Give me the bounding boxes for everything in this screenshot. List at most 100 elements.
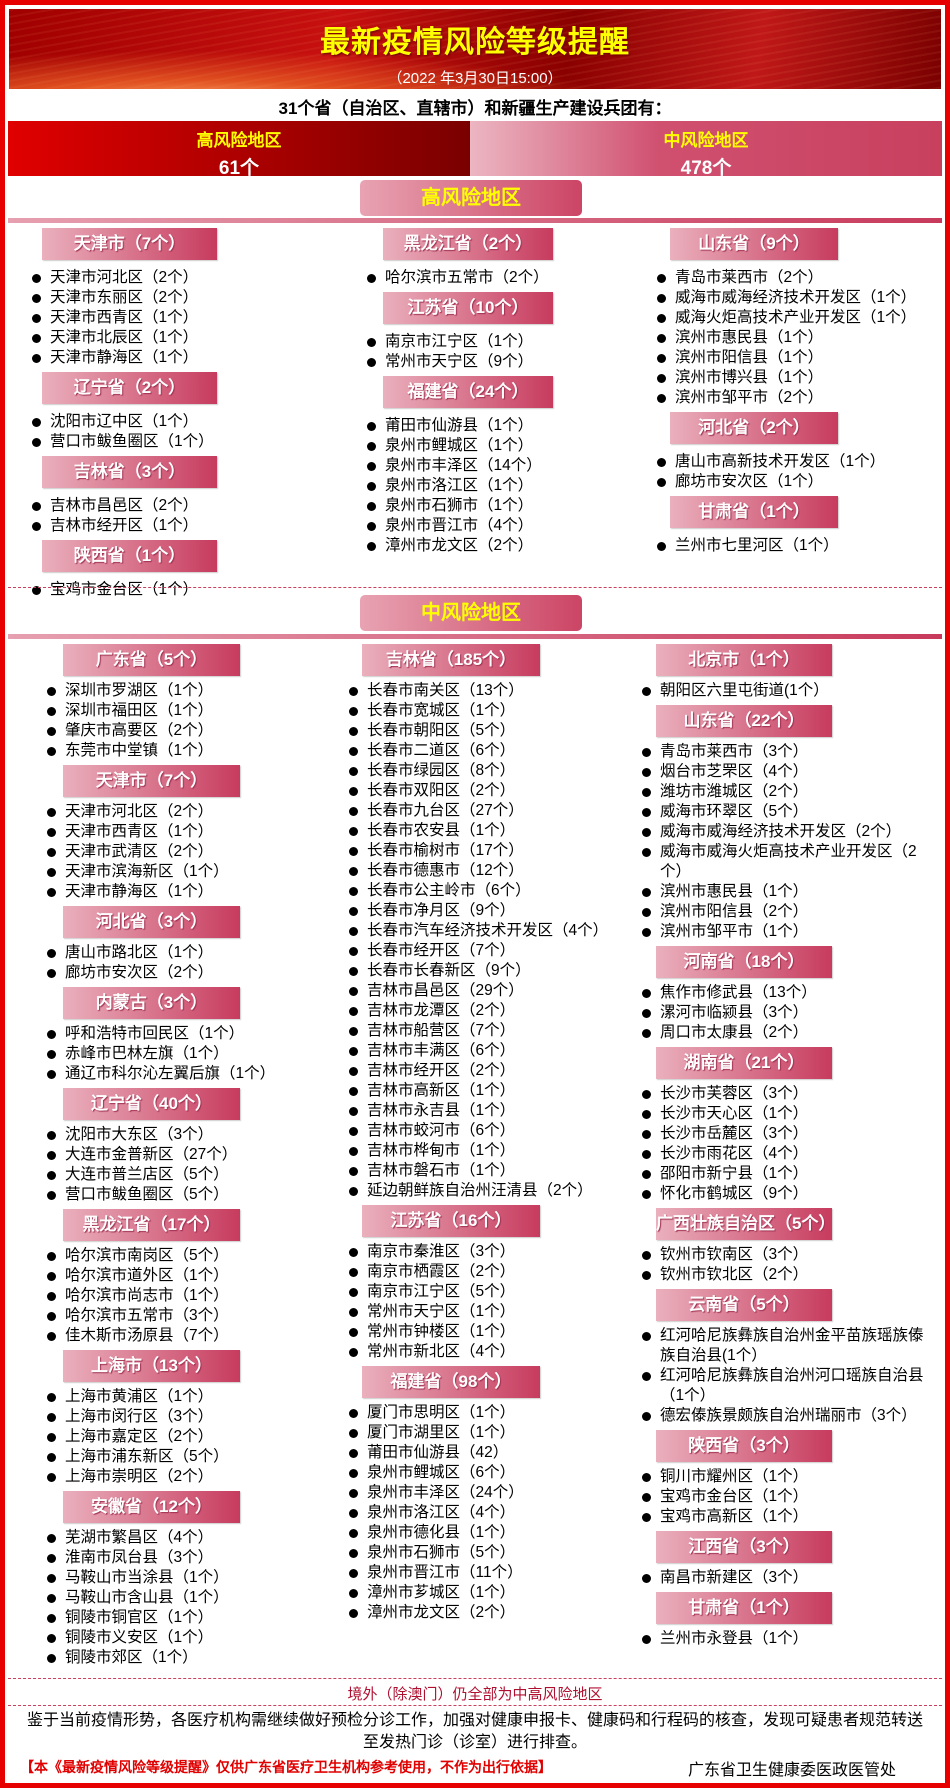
province-tag: 吉林省（185个） [362,644,540,676]
area-list-item: 长春市绿园区（8个） [347,761,647,781]
area-list-item: 营口市鲅鱼圈区（1个） [30,432,270,452]
area-list-item: 吉林市丰满区（6个） [347,1041,647,1061]
province-tag: 安徽省（12个） [63,1491,240,1523]
area-list-item: 东莞市中堂镇（1个） [45,741,335,761]
mid-column-1: 广东省（5个） 深圳市罗湖区（1个） 深圳市福田区（1个） 肇庆市高要区（2个） 东莞市… [45,640,335,1668]
area-list-item: 唐山市高新技术开发区（1个） [655,452,945,472]
area-list-item: 长春市宽城区（1个） [347,701,647,721]
area-list-item: 滨州市邹平市（2个） [655,388,945,408]
area-list-item: 朝阳区六里屯街道(1个） [640,681,925,701]
area-list-item: 泉州市晋江市（11个） [347,1563,647,1583]
province-tag: 江西省（3个） [656,1531,832,1563]
area-list-item: 泉州市石狮市（5个） [347,1543,647,1563]
area-list-item: 怀化市鹤城区（9个） [640,1184,925,1204]
area-list-item: 长春市榆树市（17个） [347,841,647,861]
province-tag: 天津市（7个） [63,765,240,797]
divider [8,634,942,639]
province-tag: 湖南省（21个） [656,1047,832,1079]
area-list-item: 漯河市临颍县（3个） [640,1003,925,1023]
area-list-item: 大连市金普新区（27个） [45,1145,335,1165]
area-list-item: 德宏傣族景颇族自治州瑞丽市（3个） [640,1406,925,1426]
area-list-item: 廊坊市安次区（2个） [45,963,335,983]
area-list-item: 深圳市罗湖区（1个） [45,681,335,701]
area-list-item: 泉州市德化县（1个） [347,1523,647,1543]
area-list-item: 漳州市龙文区（2个） [365,536,625,556]
area-list-item: 吉林市高新区（1个） [347,1081,647,1101]
area-list-item: 铜陵市郊区（1个） [45,1648,335,1668]
area-list-item: 焦作市修武县（13个） [640,983,925,1003]
high-risk-label: 高风险地区 [196,131,282,150]
province-tag: 黑龙江省（2个） [383,228,553,260]
area-list-item: 哈尔滨市五常市（3个） [45,1306,335,1326]
province-tag: 陕西省（3个） [656,1430,832,1462]
area-list-item: 泉州市丰泽区（14个） [365,456,625,476]
area-list-item: 红河哈尼族彝族自治州金平苗族瑶族傣族自治县(1个） [640,1326,925,1366]
area-list-item: 长沙市雨花区（4个） [640,1144,925,1164]
area-list-item: 钦州市钦南区（3个） [640,1245,925,1265]
area-list-item: 长春市长春新区（9个） [347,961,647,981]
mid-risk-count: 478个 [680,158,732,179]
area-list-item: 铜川市耀州区（1个） [640,1467,925,1487]
area-list-item: 哈尔滨市道外区（1个） [45,1266,335,1286]
area-list-item: 长春市德惠市（12个） [347,861,647,881]
divider [8,587,942,588]
area-list-item: 红河哈尼族彝族自治州河口瑶族自治县（1个） [640,1366,925,1406]
area-list-item: 哈尔滨市五常市（2个） [365,268,625,288]
area-list-item: 天津市武清区（2个） [45,842,335,862]
area-list-item: 威海市威海火炬高技术产业开发区（2个） [640,842,925,882]
area-list-item: 烟台市芝罘区（4个） [640,762,925,782]
province-tag: 山东省（22个） [656,705,832,737]
area-list-item: 吉林市磐石市（1个） [347,1161,647,1181]
area-list-item: 莆田市仙游县（42） [347,1443,647,1463]
area-list-item: 吉林市船营区（7个） [347,1021,647,1041]
area-list-item: 长春市九台区（27个） [347,801,647,821]
area-list-item: 廊坊市安次区（1个） [655,472,945,492]
area-list-item: 长春市经开区（7个） [347,941,647,961]
province-tag: 北京市（1个） [656,644,832,676]
area-list-item: 营口市鲅鱼圈区（5个） [45,1185,335,1205]
province-tag: 上海市（13个） [63,1350,240,1382]
high-risk-section-title: 高风险地区 [360,180,582,216]
area-list-item: 泉州市洛江区（1个） [365,476,625,496]
area-list-item: 上海市嘉定区（2个） [45,1427,335,1447]
area-list-item: 唐山市路北区（1个） [45,943,335,963]
area-list-item: 钦州市钦北区（2个） [640,1265,925,1285]
area-list-item: 铜陵市义安区（1个） [45,1628,335,1648]
province-tag: 吉林省（3个） [42,456,217,488]
province-tag: 山东省（9个） [670,228,838,260]
area-list-item: 长春市农安县（1个） [347,821,647,841]
area-list-item: 滨州市惠民县（1个） [655,328,945,348]
area-list-item: 哈尔滨市尚志市（1个） [45,1286,335,1306]
high-column-1: 天津市（7个） 天津市河北区（2个） 天津市东丽区（2个） 天津市西青区（1个） 天津市… [30,224,270,600]
province-tag: 福建省（24个） [383,376,553,408]
area-list-item: 邵阳市新宁县（1个） [640,1164,925,1184]
area-list-item: 宝鸡市金台区（1个） [30,580,270,600]
area-list-item: 滨州市邹平市（1个） [640,922,925,942]
mid-risk-section-title: 中风险地区 [360,595,582,631]
area-list-item: 上海市浦东新区（5个） [45,1447,335,1467]
issuing-organization: 广东省卫生健康委医政医管处 [688,1762,897,1779]
area-list-item: 常州市天宁区（9个） [365,352,625,372]
area-list-item: 铜陵市铜官区（1个） [45,1608,335,1628]
area-list-item: 沈阳市辽中区（1个） [30,412,270,432]
area-list-item: 吉林市龙潭区（2个） [347,1001,647,1021]
area-list-item: 肇庆市高要区（2个） [45,721,335,741]
area-list-item: 泉州市丰泽区（24个） [347,1483,647,1503]
area-list-item: 长春市二道区（6个） [347,741,647,761]
mid-column-2: 吉林省（185个） 长春市南关区（13个） 长春市宽城区（1个） 长春市朝阳区（5个）… [347,640,647,1623]
area-list-item: 佳木斯市汤原县（7个） [45,1326,335,1346]
area-list-item: 上海市闵行区（3个） [45,1407,335,1427]
area-list-item: 天津市河北区（2个） [30,268,270,288]
province-tag: 甘肃省（1个） [656,1592,832,1624]
area-list-item: 泉州市晋江市（4个） [365,516,625,536]
area-list-item: 常州市新北区（4个） [347,1342,647,1362]
area-list-item: 长沙市芙蓉区（3个） [640,1084,925,1104]
area-list-item: 长沙市天心区（1个） [640,1104,925,1124]
area-list-item: 大连市普兰店区（5个） [45,1165,335,1185]
area-list-item: 泉州市石狮市（1个） [365,496,625,516]
area-list-item: 天津市东丽区（2个） [30,288,270,308]
area-list-item: 潍坊市潍城区（2个） [640,782,925,802]
area-list-item: 芜湖市繁昌区（4个） [45,1528,335,1548]
province-tag: 辽宁省（40个） [63,1088,240,1120]
